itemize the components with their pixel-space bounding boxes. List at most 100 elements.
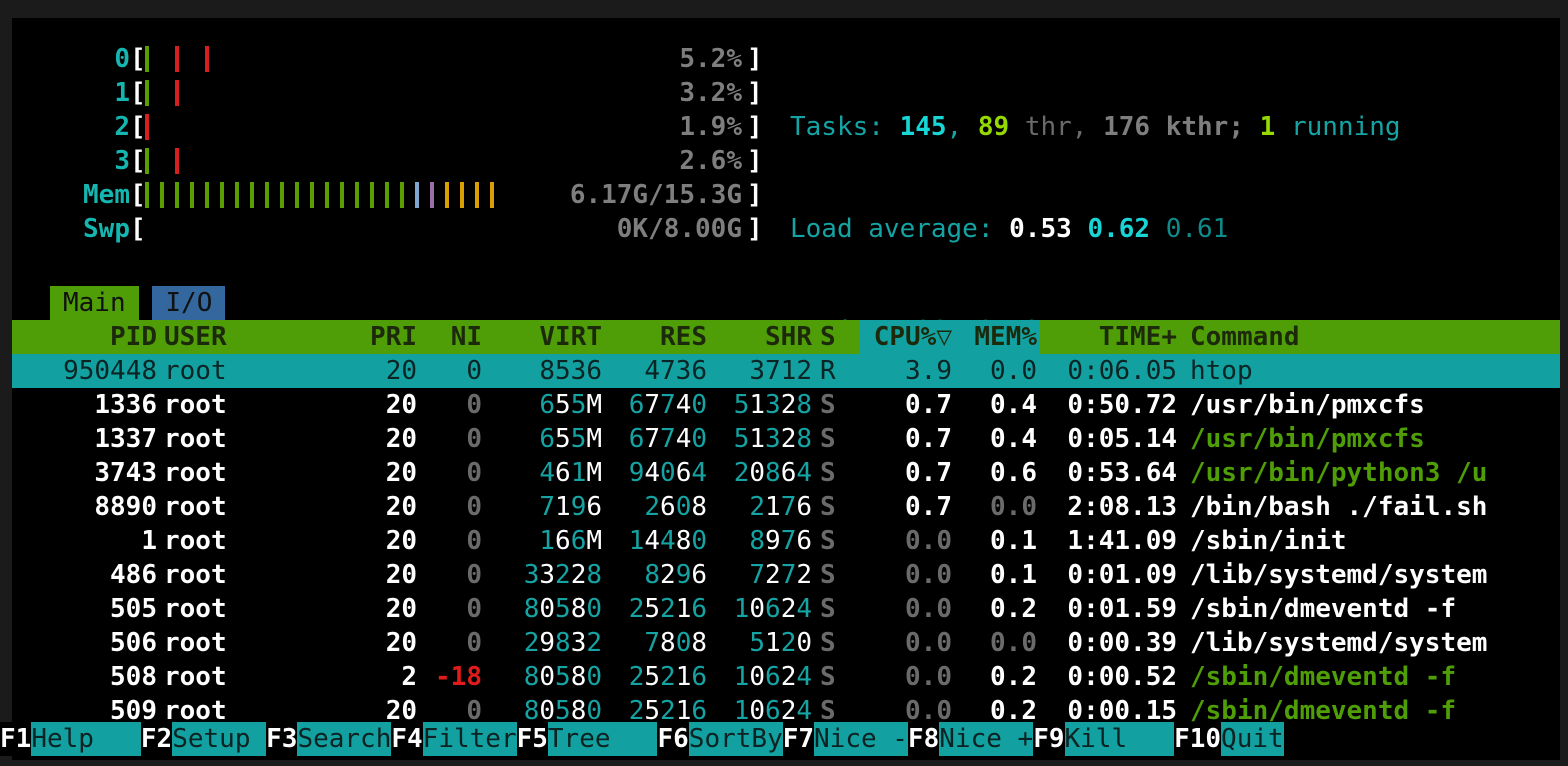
cell-cpu: 0.0 xyxy=(905,628,952,658)
table-row[interactable]: 505 root 20 0 80580 25216 10624 S 0.0 0.2 0:01.59 /… xyxy=(12,592,1560,626)
meter-bar-segment xyxy=(280,182,295,208)
meter-label-2: 2 xyxy=(114,112,130,142)
column-header-mem[interactable]: MEM% xyxy=(974,322,1037,352)
cell-res: 67740 xyxy=(628,424,707,454)
window-chrome-top xyxy=(0,0,1568,18)
column-header-pid[interactable]: PID xyxy=(110,322,157,352)
fn-key-f2[interactable]: F2 xyxy=(140,722,173,756)
cell-virt: 80580 xyxy=(523,594,602,624)
fn-label-sortby[interactable]: SortBy xyxy=(688,722,783,756)
fn-key-f3[interactable]: F3 xyxy=(266,722,298,756)
meter-bar-segment xyxy=(175,80,190,106)
fn-key-f7[interactable]: F7 xyxy=(782,722,815,756)
meter-bar-segment xyxy=(385,46,400,72)
fn-label-setup[interactable]: Setup xyxy=(172,722,267,756)
thread-count: 89 xyxy=(977,112,1010,142)
meter-row-1: 1[3.2%] xyxy=(12,76,1560,110)
cell-pid: 8890 xyxy=(94,492,157,522)
column-header-time[interactable]: TIME+ xyxy=(1098,322,1177,352)
cell-res: 14480 xyxy=(628,526,707,556)
meter-bar-segment xyxy=(160,216,175,242)
column-header-s[interactable]: S xyxy=(820,322,836,352)
sort-column-highlight xyxy=(860,320,1040,354)
table-row[interactable]: 1 root 20 0 166M 14480 8976 S 0.0 0.1 1:41.09/sbin… xyxy=(12,524,1560,558)
fn-label-tree[interactable]: Tree xyxy=(547,722,658,756)
meter-value-0: 5.2% xyxy=(679,44,742,74)
cell-command: htop xyxy=(1190,356,1253,386)
function-key-bar[interactable]: F1 Help F2 Setup F3 Search F4 Filter F5 Tree F6… xyxy=(0,722,1284,756)
meter-bar-segment xyxy=(385,114,400,140)
column-header-virt[interactable]: VIRT xyxy=(539,322,602,352)
table-row[interactable]: 950448 root 20 0 8536 4736 3712 R 3.9 0.0 0:06.05 h… xyxy=(12,354,1560,388)
meter-bar-segment xyxy=(145,148,160,174)
tab-i-o[interactable]: I/O xyxy=(152,286,226,320)
fn-label-filter[interactable]: Filter xyxy=(422,722,517,756)
table-row[interactable]: 1337 root 20 0 655M 67740 51328 S 0.7 0.4 0:05.14 /… xyxy=(12,422,1560,456)
meter-bar-segment xyxy=(310,46,325,72)
cell-mem: 0.6 xyxy=(990,458,1037,488)
fn-label-nice[interactable]: Nice - xyxy=(814,722,908,756)
fn-key-f8[interactable]: F8 xyxy=(907,722,940,756)
cell-cpu: 0.7 xyxy=(905,492,952,522)
column-header-res[interactable]: RES xyxy=(660,322,707,352)
meter-bar-segment xyxy=(265,148,280,174)
meter-bracket-close: ] xyxy=(747,78,763,108)
column-header-cpu[interactable]: CPU%▽ xyxy=(873,322,952,352)
cell-pri: 20 xyxy=(385,356,417,386)
cell-user: root xyxy=(164,390,227,420)
fn-key-f6[interactable]: F6 xyxy=(657,722,689,756)
meter-bracket-open: [ xyxy=(130,78,146,108)
cell-cpu: 0.0 xyxy=(905,696,952,726)
meter-label-1: 1 xyxy=(114,78,130,108)
cell-cpu: 3.9 xyxy=(905,356,952,386)
meter-bar-segment xyxy=(355,114,370,140)
meter-bar-segment xyxy=(250,182,265,208)
cell-ni: 0 xyxy=(466,526,482,556)
column-header-shr[interactable]: SHR xyxy=(765,322,812,352)
meter-bar-segment xyxy=(220,114,235,140)
table-row[interactable]: 506 root 20 0 29832 7808 5120 S 0.0 0.0 0:00.39/li… xyxy=(12,626,1560,660)
column-header-ni[interactable]: NI xyxy=(450,322,482,352)
table-row[interactable]: 509 root 20 0 80580 25216 10624 S 0.0 0.2 0:00.15 /… xyxy=(12,694,1560,728)
table-row[interactable]: 8890 root 20 0 7196 2608 2176 S 0.7 0.0 2:08.13/bi… xyxy=(12,490,1560,524)
cell-ni: 0 xyxy=(466,492,482,522)
meter-label-mem: Mem xyxy=(83,180,130,210)
fn-key-f1[interactable]: F1 xyxy=(0,722,32,756)
cell-virt: 8536 xyxy=(539,356,602,386)
meter-label-swp: Swp xyxy=(83,214,130,244)
column-header-pri[interactable]: PRI xyxy=(370,322,417,352)
fn-label-nice[interactable]: Nice + xyxy=(939,722,1034,756)
column-header-user[interactable]: USER xyxy=(164,322,227,352)
meter-bar-segment xyxy=(205,80,220,106)
meter-bar-segment xyxy=(280,148,295,174)
cell-pri: 20 xyxy=(385,390,417,420)
meter-bar-segment xyxy=(370,114,385,140)
fn-key-f9[interactable]: F9 xyxy=(1033,722,1065,756)
process-table[interactable]: PID USER PRI NI VIRT RES SHR S CPU%▽ MEM% TIME+ Com… xyxy=(12,320,1560,728)
fn-key-f4[interactable]: F4 xyxy=(391,722,423,756)
table-header-row[interactable]: PID USER PRI NI VIRT RES SHR S CPU%▽ MEM% TIME+ Com… xyxy=(12,320,1560,354)
tasks-label: Tasks: xyxy=(790,112,884,142)
fn-label-kill[interactable]: Kill xyxy=(1064,722,1175,756)
fn-key-f5[interactable]: F5 xyxy=(516,722,548,756)
cell-time: 0:00.52 xyxy=(1067,662,1177,692)
cell-command: /sbin/init xyxy=(1190,526,1347,556)
column-header-command[interactable]: Command xyxy=(1190,322,1300,352)
meter-bar-segment xyxy=(400,46,415,72)
cell-mem: 0.2 xyxy=(990,594,1037,624)
meter-bar-segment xyxy=(160,182,175,208)
meter-bar-segment xyxy=(175,216,190,242)
fn-key-f10[interactable]: F10 xyxy=(1174,722,1222,756)
table-row[interactable]: 508 root 2 -18 80580 25216 10624 S 0.0 0.2 0:00.52… xyxy=(12,660,1560,694)
fn-label-search[interactable]: Search xyxy=(297,722,392,756)
fn-label-quit[interactable]: Quit xyxy=(1221,722,1284,756)
table-row[interactable]: 486 root 20 0 33228 8296 7272 S 0.0 0.1 0:01.09/li… xyxy=(12,558,1560,592)
cell-shr: 51328 xyxy=(733,424,812,454)
table-row[interactable]: 1336 root 20 0 655M 67740 51328 S 0.7 0.4 0:50.72 /… xyxy=(12,388,1560,422)
cell-time: 0:01.59 xyxy=(1067,594,1177,624)
table-row[interactable]: 3743 root 20 0 461M 94064 20864 S 0.7 0.6 0:53.64 /… xyxy=(12,456,1560,490)
cell-time: 0:01.09 xyxy=(1067,560,1177,590)
fn-label-help[interactable]: Help xyxy=(31,722,141,756)
tab-main[interactable]: Main xyxy=(50,286,139,320)
meter-bars xyxy=(145,80,520,106)
